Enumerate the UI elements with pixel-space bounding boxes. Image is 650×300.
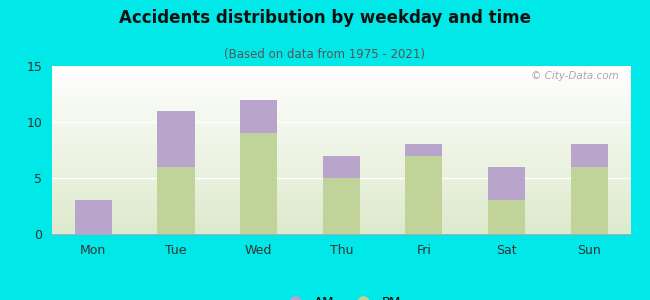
- Bar: [240, 133, 277, 234]
- Bar: [75, 200, 112, 234]
- Bar: [488, 200, 525, 234]
- Text: Accidents distribution by weekday and time: Accidents distribution by weekday and ti…: [119, 9, 531, 27]
- Legend: AM, PM: AM, PM: [276, 291, 406, 300]
- Bar: [157, 111, 194, 167]
- Bar: [571, 167, 608, 234]
- Bar: [571, 144, 608, 167]
- Bar: [488, 167, 525, 200]
- Bar: [240, 100, 277, 133]
- Bar: [322, 156, 360, 178]
- Bar: [157, 167, 194, 234]
- Text: (Based on data from 1975 - 2021): (Based on data from 1975 - 2021): [224, 48, 426, 61]
- Bar: [406, 156, 443, 234]
- Bar: [406, 144, 443, 156]
- Text: © City-Data.com: © City-Data.com: [531, 71, 619, 81]
- Bar: [322, 178, 360, 234]
